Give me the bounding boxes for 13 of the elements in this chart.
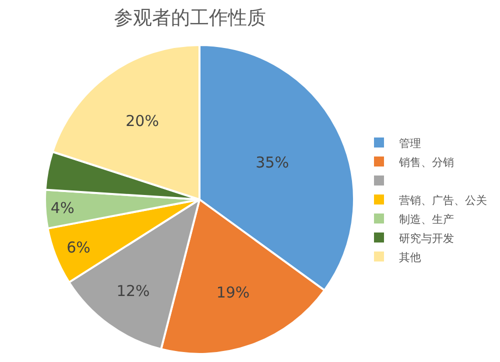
legend-label: 销售、分销 — [398, 156, 454, 169]
data-label: 4% — [50, 199, 74, 218]
data-label: 12% — [116, 282, 150, 300]
legend-label: 研究与开发 — [399, 232, 454, 245]
data-label: 19% — [216, 284, 250, 302]
data-label: 35% — [256, 153, 289, 172]
data-label: 20% — [126, 112, 159, 130]
legend-label: 其他 — [399, 250, 421, 264]
legend-label: 营销、广告、公关 — [399, 194, 487, 207]
chart-title: 参观者的工作性质 — [114, 7, 266, 30]
data-label: 6% — [66, 238, 90, 256]
legend-label: 制造、生产 — [399, 212, 454, 226]
legend-label: 管理 — [399, 136, 421, 150]
